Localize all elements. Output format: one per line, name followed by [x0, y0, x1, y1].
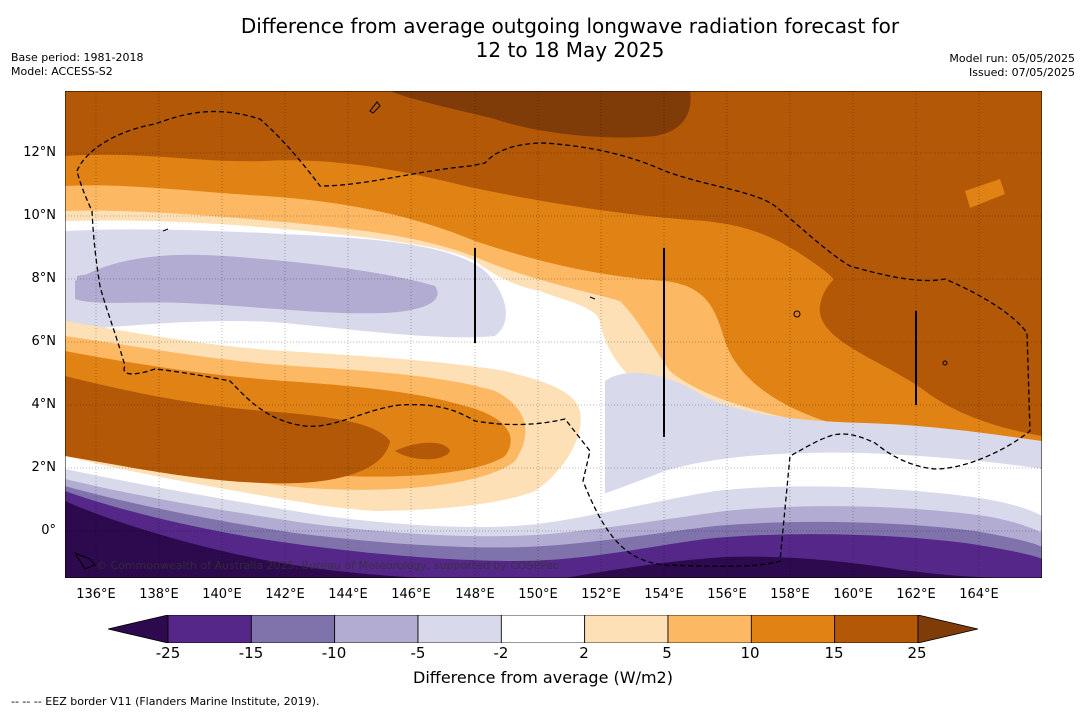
lat-label: 0° [41, 523, 56, 538]
colorbar-tick: 25 [907, 644, 927, 662]
band-lt-neg25-south-2 [565, 556, 1015, 578]
lon-label: 154°E [644, 587, 684, 602]
band-lt-neg25-south [65, 501, 445, 578]
island-markers [474, 248, 917, 437]
title-line-1: Difference from average outgoing longwav… [240, 14, 900, 38]
colorbar-tick: -25 [155, 644, 181, 662]
lat-label: 2°N [31, 460, 57, 475]
meta-right: Model run: 05/05/2025 Issued: 07/05/2025 [949, 52, 1075, 80]
band-neg10-neg5-west [77, 273, 95, 299]
lat-label: 10°N [23, 208, 56, 223]
chart-title: Difference from average outgoing longwav… [170, 14, 970, 62]
lat-label: 8°N [31, 271, 57, 286]
lon-label: 142°E [265, 587, 305, 602]
olr-anomaly-map [65, 91, 1042, 578]
lon-label: 144°E [328, 587, 368, 602]
lon-label: 160°E [833, 587, 873, 602]
eez-footnote: -- -- -- EEZ border V11 (Flanders Marine… [11, 695, 320, 708]
lon-label: 164°E [959, 587, 999, 602]
band-5-10-east-patch [965, 179, 1005, 208]
colorbar-tick: 2 [579, 644, 589, 662]
colorbar-cell [250, 615, 336, 643]
meta-left: Base period: 1981-2018 Model: ACCESS-S2 [11, 51, 143, 79]
colorbar-extend-high [917, 615, 978, 643]
colorbar-tick: -10 [321, 644, 347, 662]
colorbar-tick: 5 [662, 644, 672, 662]
band-neg10-neg5 [75, 254, 438, 314]
model-name: Model: ACCESS-S2 [11, 65, 113, 78]
colorbar-cell [750, 615, 836, 643]
title-line-2: 12 to 18 May 2025 [475, 38, 665, 62]
lon-label: 150°E [518, 587, 558, 602]
lon-label: 156°E [707, 587, 747, 602]
band-10-15-east [819, 263, 1042, 436]
lon-label: 158°E [770, 587, 810, 602]
colorbar-cell [500, 615, 586, 643]
map-credit: © Commonwealth of Australia 2025, Bureau… [96, 559, 560, 572]
lon-label: 136°E [76, 587, 116, 602]
colorbar-cell [167, 615, 252, 643]
lon-label: 148°E [455, 587, 495, 602]
eez-border [76, 110, 1031, 568]
lon-label: 146°E [391, 587, 431, 602]
lon-label: 140°E [202, 587, 242, 602]
lat-label: 4°N [31, 397, 57, 412]
band-gt25-top [390, 91, 691, 138]
colorbar-tick: 15 [824, 644, 844, 662]
colorbar-tick: -15 [238, 644, 264, 662]
lon-label: 162°E [896, 587, 936, 602]
coastlines [73, 101, 948, 570]
colorbar-extend-low [108, 615, 169, 643]
colorbar-title: Difference from average (W/m2) [413, 668, 673, 687]
colorbar-cell [834, 615, 919, 643]
model-run: Model run: 05/05/2025 [949, 52, 1075, 65]
colorbar-cell [334, 615, 419, 643]
colorbar-cell [417, 615, 502, 643]
lon-label: 152°E [581, 587, 621, 602]
colorbar-tick: 10 [740, 644, 760, 662]
lon-label: 138°E [139, 587, 179, 602]
base-period: Base period: 1981-2018 [11, 51, 144, 64]
band-15-25-blob [395, 442, 450, 460]
lat-label: 12°N [23, 145, 56, 160]
colorbar-tick: -2 [493, 644, 509, 662]
colorbar-tick: -5 [410, 644, 426, 662]
band-neg25-neg15-south [65, 491, 1042, 578]
issued-date: Issued: 07/05/2025 [968, 66, 1075, 79]
colorbar [108, 615, 978, 643]
colorbar-cell [667, 615, 752, 643]
colorbar-cell [584, 615, 669, 643]
band-15-25-south [65, 376, 390, 484]
lat-label: 6°N [31, 334, 57, 349]
